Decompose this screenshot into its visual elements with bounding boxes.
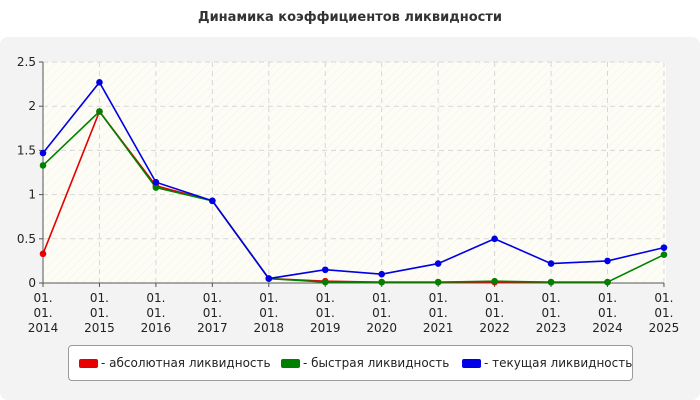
x-tick-label: 01.	[33, 306, 52, 320]
x-tick-label: 01.	[146, 306, 165, 320]
data-point	[547, 278, 555, 286]
legend-item-current: - текущая ликвидность	[462, 346, 632, 380]
x-tick-label: 01.	[259, 306, 278, 320]
data-point	[434, 278, 442, 286]
x-tick-label: 2014	[28, 321, 59, 335]
y-tick-label: 2	[28, 99, 36, 113]
x-tick-label: 01.	[316, 306, 335, 320]
legend-label-absolute: - абсолютная ликвидность	[101, 356, 271, 370]
data-point	[265, 275, 273, 282]
data-point	[434, 260, 442, 267]
x-tick-label: 2018	[254, 321, 285, 335]
data-point	[378, 270, 386, 278]
x-tick-label: 01.	[90, 306, 109, 320]
x-tick-label: 01.	[316, 291, 335, 305]
x-tick-label: 01.	[372, 291, 391, 305]
x-tick-label: 2015	[84, 321, 115, 335]
x-tick-label: 2017	[197, 321, 228, 335]
data-point	[39, 162, 47, 169]
y-tick-label: 2.5	[17, 55, 36, 69]
legend-item-quick: - быстрая ликвидность	[281, 346, 449, 380]
data-point	[209, 197, 216, 205]
x-tick-label: 01.	[429, 291, 448, 305]
x-tick-label: 01.	[485, 291, 504, 305]
x-tick-label: 2019	[310, 321, 341, 335]
data-point	[660, 251, 668, 259]
x-tick-label: 01.	[203, 291, 222, 305]
legend-label-quick: - быстрая ликвидность	[303, 356, 450, 370]
data-point	[547, 260, 555, 267]
legend-item-absolute: - абсолютная ликвидность	[79, 346, 271, 380]
data-point	[604, 278, 611, 286]
y-tick-label: 0.5	[17, 232, 36, 246]
data-point	[321, 278, 329, 286]
data-point	[491, 235, 498, 243]
data-point	[660, 244, 668, 251]
x-tick-label: 01.	[598, 306, 617, 320]
x-tick-label: 2016	[141, 321, 172, 335]
data-point	[378, 278, 386, 286]
data-point	[39, 250, 47, 258]
plot-area	[43, 62, 666, 283]
chart-title: Динамика коэффициентов ликвидности	[198, 10, 502, 25]
data-point	[152, 184, 160, 191]
x-tick-label: 01.	[146, 291, 165, 305]
x-tick-label: 01.	[203, 306, 222, 320]
x-tick-label: 01.	[542, 291, 561, 305]
x-tick-label: 01.	[429, 306, 448, 320]
x-tick-label: 01.	[598, 291, 617, 305]
data-point	[321, 266, 329, 274]
x-tick-label: 01.	[654, 306, 673, 320]
y-tick-label: 1.5	[17, 143, 36, 157]
series-line-2	[42, 110, 665, 283]
x-tick-label: 01.	[485, 306, 504, 320]
data-point	[96, 79, 103, 86]
x-tick-label: 2024	[592, 321, 623, 335]
x-tick-label: 01.	[259, 291, 278, 305]
x-tick-label: 01.	[33, 291, 52, 305]
x-tick-label: 01.	[90, 291, 109, 305]
x-tick-label: 2023	[536, 321, 567, 335]
legend-swatch-current	[462, 358, 481, 368]
data-point	[39, 149, 47, 157]
x-tick-label: 2022	[479, 321, 510, 335]
data-point	[491, 277, 498, 285]
legend-swatch-quick	[281, 358, 300, 368]
x-tick-label: 2020	[366, 321, 397, 335]
legend-swatch-absolute	[79, 358, 98, 368]
x-tick-label: 01.	[542, 306, 561, 320]
x-tick-label: 2025	[649, 321, 680, 335]
legend-label-current: - текущая ликвидность	[484, 356, 633, 370]
x-tick-label: 01.	[372, 306, 391, 320]
data-point	[152, 178, 160, 186]
legend: - абсолютная ликвидность - быстрая ликви…	[68, 345, 633, 381]
y-tick-label: 1	[28, 188, 36, 202]
y-tick-label: 0	[28, 276, 36, 290]
x-tick-label: 01.	[654, 291, 673, 305]
data-point	[96, 108, 103, 115]
data-point	[604, 257, 611, 265]
x-tick-label: 2021	[423, 321, 454, 335]
series-line-3	[42, 80, 665, 280]
